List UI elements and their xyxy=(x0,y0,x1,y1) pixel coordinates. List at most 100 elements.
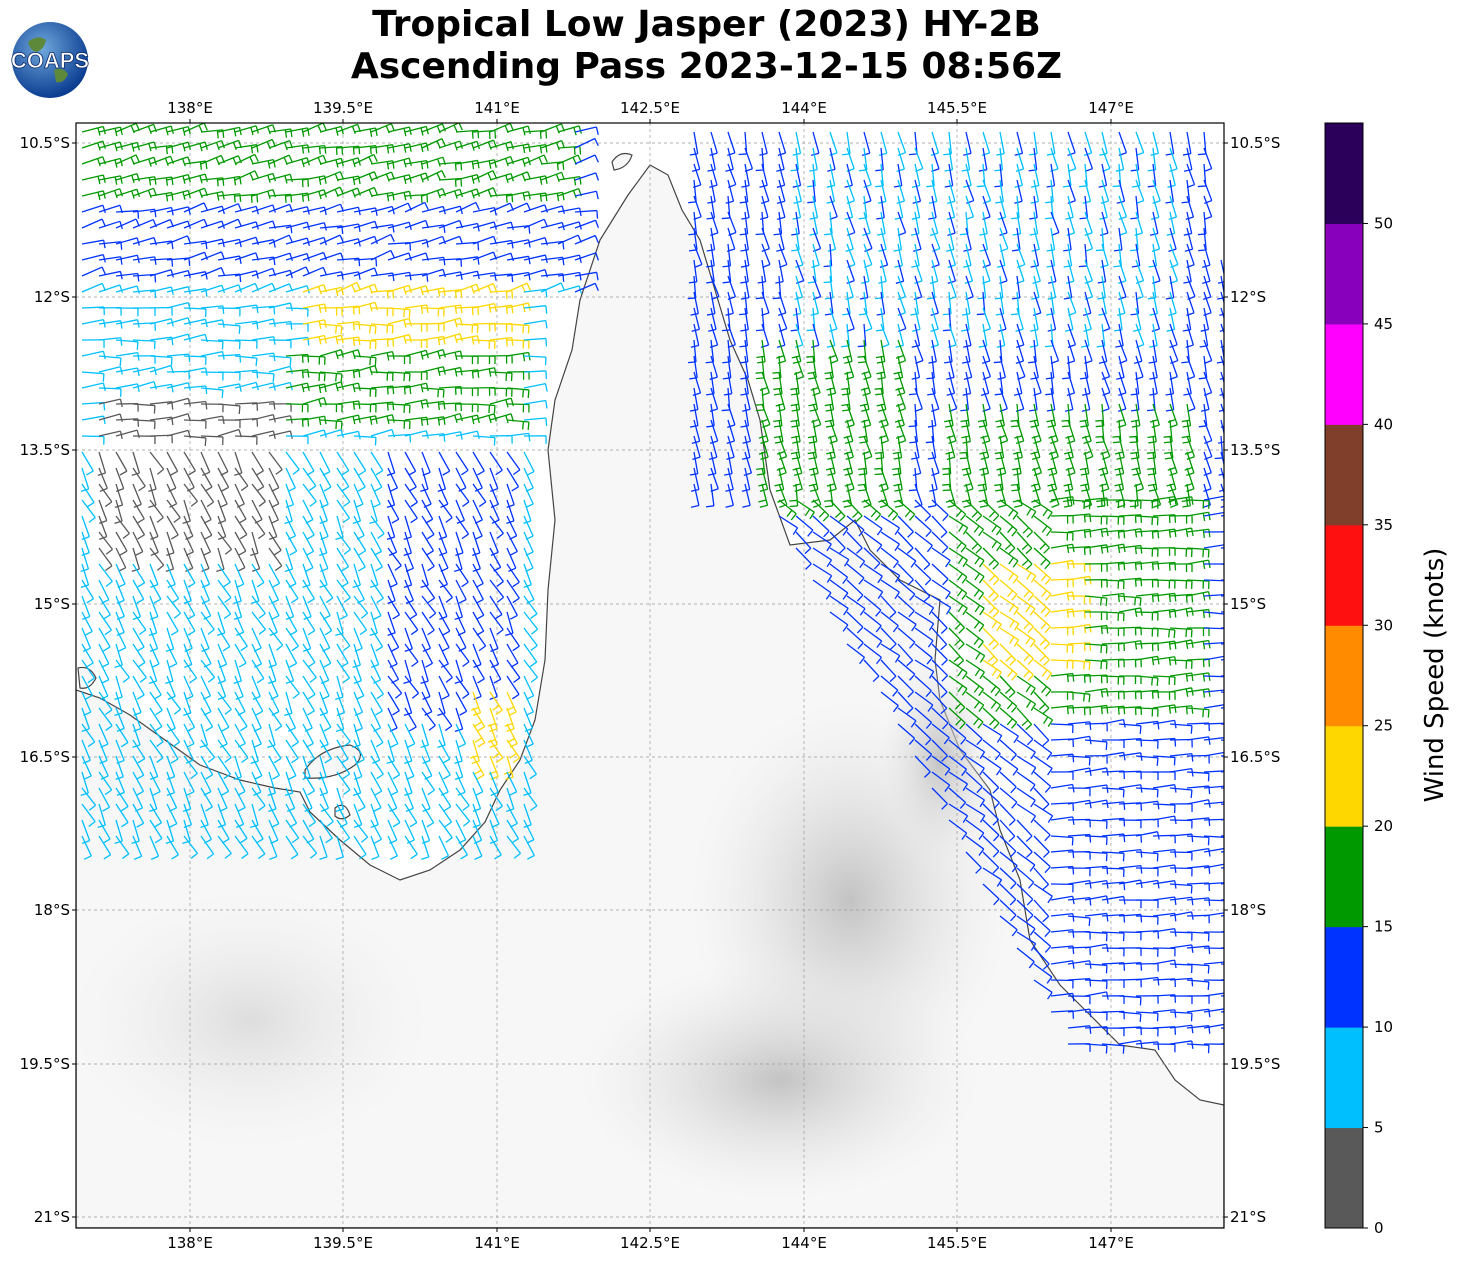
colorbar-segment xyxy=(1325,223,1363,325)
wind-barb xyxy=(706,243,715,268)
wind-barb xyxy=(132,339,156,350)
wind-barb xyxy=(981,131,991,157)
wind-barb xyxy=(370,191,395,202)
colorbar-tick-label: 25 xyxy=(1374,717,1393,735)
wind-barb xyxy=(944,147,954,172)
wind-barb xyxy=(506,239,531,248)
wind-barb xyxy=(1134,211,1143,236)
wind-barb xyxy=(1118,195,1128,221)
wind-barb xyxy=(472,170,497,181)
wind-barb xyxy=(1181,339,1190,364)
wind-barb xyxy=(1116,291,1126,316)
wind-barb xyxy=(268,234,293,245)
wind-barb xyxy=(998,307,1007,332)
wind-barb xyxy=(523,129,548,139)
lat-tick-label: 16.5°S xyxy=(20,748,70,766)
wind-barb xyxy=(251,336,276,345)
wind-barb xyxy=(706,291,716,316)
wind-barb xyxy=(809,211,819,236)
wind-barb xyxy=(166,220,192,229)
wind-barb xyxy=(421,256,446,266)
wind-barb xyxy=(755,307,765,332)
wind-barb xyxy=(149,269,174,278)
wind-barb xyxy=(421,138,446,149)
wind-barb xyxy=(1113,243,1122,268)
wind-barb xyxy=(1046,163,1056,188)
wind-barb xyxy=(506,225,531,234)
wind-barb xyxy=(115,188,141,199)
wind-barb xyxy=(523,337,548,347)
wind-barb xyxy=(540,205,565,214)
wind-barb xyxy=(690,291,699,316)
wind-barb xyxy=(812,227,822,253)
wind-barb xyxy=(506,323,530,334)
wind-barb xyxy=(98,126,123,137)
colorbar-segment xyxy=(1325,826,1363,928)
wind-barb xyxy=(794,323,804,349)
lat-tick-label: 19.5°S xyxy=(1230,1055,1280,1073)
lat-tick-label: 13.5°S xyxy=(20,441,70,459)
wind-barb xyxy=(404,142,429,153)
wind-barb xyxy=(740,259,749,284)
wind-barb xyxy=(251,158,276,169)
colorbar-tick-label: 15 xyxy=(1374,918,1393,936)
wind-barb xyxy=(557,271,582,281)
wind-barb xyxy=(876,195,885,220)
wind-barb xyxy=(115,237,140,246)
wind-barb xyxy=(809,195,819,220)
wind-barb xyxy=(947,211,956,236)
lat-tick-label: 15°S xyxy=(34,595,70,613)
wind-barb xyxy=(336,305,361,315)
wind-barb xyxy=(421,268,447,278)
wind-barb xyxy=(506,255,531,265)
wind-barb xyxy=(1151,227,1161,253)
wind-barb xyxy=(370,249,395,261)
wind-barb xyxy=(794,275,803,300)
wind-barb xyxy=(523,204,549,213)
wind-barb xyxy=(863,227,873,253)
wind-barb xyxy=(336,271,361,280)
wind-barb xyxy=(1182,131,1192,156)
wind-barb xyxy=(540,240,565,250)
wind-barb xyxy=(977,275,987,300)
wind-barb xyxy=(858,291,868,316)
wind-barb xyxy=(1169,243,1179,269)
wind-barb xyxy=(863,307,873,333)
wind-barb xyxy=(115,285,140,294)
wind-barb xyxy=(336,281,361,293)
colorbar-tick-label: 35 xyxy=(1374,516,1393,534)
wind-barb xyxy=(1078,243,1088,268)
wind-barb xyxy=(455,140,481,151)
wind-barb xyxy=(845,275,854,300)
wind-barb xyxy=(1098,339,1108,364)
wind-barb xyxy=(942,307,952,332)
wind-barb xyxy=(1197,131,1207,156)
wind-barb xyxy=(574,282,599,293)
wind-barb xyxy=(911,323,921,348)
wind-barb xyxy=(1066,211,1076,236)
wind-barb xyxy=(863,163,872,189)
wind-barb xyxy=(740,243,750,268)
wind-barb xyxy=(81,266,106,277)
wind-barb xyxy=(795,243,804,269)
wind-barb xyxy=(930,323,940,348)
lon-tick-label: 145.5°E xyxy=(927,99,987,117)
wind-barb xyxy=(574,234,599,245)
wind-barb xyxy=(319,323,343,335)
wind-barb xyxy=(1029,131,1038,156)
wind-barb xyxy=(523,192,548,202)
wind-barb xyxy=(183,271,208,280)
wind-barb xyxy=(829,131,838,157)
wind-barb xyxy=(132,236,157,246)
wind-barb xyxy=(1097,275,1106,300)
wind-barb xyxy=(1185,195,1195,221)
wind-barb xyxy=(472,339,496,350)
wind-barb xyxy=(489,155,515,167)
wind-barb xyxy=(234,339,258,349)
wind-barb xyxy=(183,307,207,317)
wind-barb xyxy=(687,275,697,300)
wind-barb xyxy=(693,243,703,269)
wind-barb xyxy=(1185,323,1194,348)
wind-barb xyxy=(963,243,972,268)
wind-barb xyxy=(149,191,174,202)
